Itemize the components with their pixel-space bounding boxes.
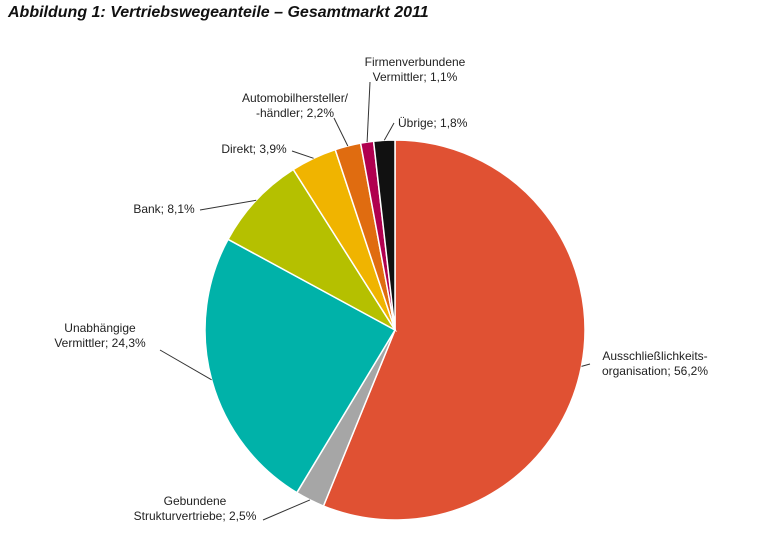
leader-line-7 [383, 122, 395, 141]
pie-slice-7 [372, 139, 396, 331]
leader-line-2 [159, 349, 212, 381]
slice-label-5: Automobilhersteller/-händler; 2,2% [242, 91, 349, 120]
pie-slice-2 [204, 238, 397, 494]
slice-label-3: Bank; 8,1% [133, 202, 195, 216]
leader-line-5 [333, 117, 349, 147]
pie-slice-3 [227, 168, 398, 333]
leader-line-3 [199, 199, 257, 211]
slice-label-2: Unabhängige Vermittler; 24,3% [54, 321, 146, 350]
chart-title: Abbildung 1: Vertriebswegeanteile – Gesa… [8, 4, 429, 21]
slice-label-4: Direkt; 3,9% [221, 142, 287, 156]
pie-slice-0 [322, 139, 586, 521]
leader-line-4 [291, 150, 314, 159]
slice-label-1: Gebundene Strukturvertriebe; 2,5% [134, 494, 257, 523]
slice-label-6: Firmenverbundene Vermittler; 1,1% [365, 55, 466, 84]
leader-line-0 [581, 363, 591, 367]
leader-line-6 [366, 81, 371, 143]
leader-line-1 [262, 499, 311, 521]
slice-label-0: Ausschließlichkeits-organisation; 56,2% [602, 349, 708, 378]
slice-label-7: Übrige; 1,8% [398, 116, 468, 130]
